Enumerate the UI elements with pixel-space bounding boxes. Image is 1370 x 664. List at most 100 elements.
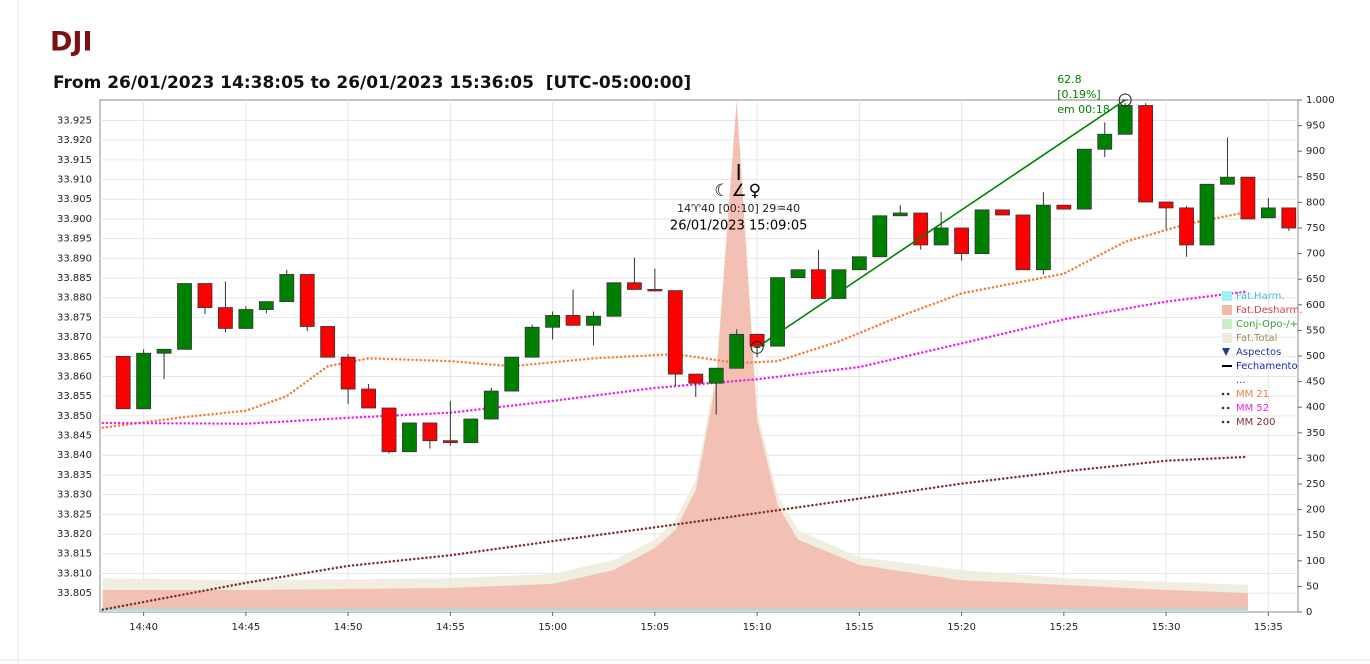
candle-body: [483, 390, 499, 420]
candle-body: [708, 367, 724, 384]
y-tick-label: 33.810: [57, 568, 92, 579]
y-tick-label: 33.915: [57, 155, 92, 166]
y2-tick-label: 150: [1306, 530, 1325, 541]
chart-subtitle: From 26/01/2023 14:38:05 to 26/01/2023 1…: [53, 73, 691, 93]
candle-body: [831, 269, 847, 299]
y-tick-label: 33.875: [57, 312, 92, 323]
candle-body: [1240, 176, 1256, 220]
trend-label: [0.19%]: [1057, 88, 1101, 101]
candle-body: [402, 422, 417, 453]
y2-tick-label: 300: [1306, 453, 1325, 464]
candle-body: [851, 256, 867, 271]
candle-body: [606, 282, 622, 317]
y2-tick-label: 350: [1306, 428, 1325, 439]
y-tick-label: 33.850: [57, 411, 92, 422]
y-tick-label: 33.835: [57, 470, 92, 481]
y-tick-label: 33.920: [57, 135, 92, 146]
trend-label: em 00:18: [1057, 103, 1110, 116]
candle-body: [933, 227, 949, 246]
y2-tick-label: 750: [1306, 223, 1325, 234]
legend-swatch: [1222, 305, 1232, 315]
y2-tick-label: 700: [1306, 249, 1325, 260]
candle-body: [749, 333, 765, 347]
legend-label: MM 52: [1236, 403, 1269, 414]
y2-tick-label: 950: [1306, 121, 1325, 132]
aspect-datetime: 26/01/2023 15:09:05: [670, 219, 807, 234]
candle-body: [892, 212, 908, 217]
candle-body: [1076, 148, 1092, 210]
y-tick-label: 33.805: [57, 588, 92, 599]
area: [102, 609, 1248, 612]
legend-swatch: [1222, 319, 1232, 329]
x-tick-label: 15:25: [1049, 622, 1078, 633]
y2-tick-label: 500: [1306, 351, 1325, 362]
x-tick-label: 15:10: [743, 622, 772, 633]
candle-body: [156, 348, 172, 354]
y-tick-label: 33.855: [57, 391, 92, 402]
candle-body: [136, 352, 152, 410]
x-tick-label: 14:45: [231, 622, 260, 633]
x-tick-label: 15:15: [845, 622, 874, 633]
x-tick-label: 15:00: [538, 622, 567, 633]
x-tick-label: 15:05: [640, 622, 669, 633]
candle-body: [1220, 176, 1235, 185]
y-tick-label: 33.900: [57, 214, 92, 225]
candle-body: [913, 212, 929, 246]
y2-tick-label: 400: [1306, 402, 1325, 413]
candle-body: [872, 215, 888, 258]
trend-point: [750, 340, 764, 354]
x-tick-label: 15:20: [947, 622, 976, 633]
moving-average: [101, 290, 1250, 425]
candle-body: [627, 282, 642, 290]
candle-body: [381, 407, 397, 453]
y-tick-label: 33.870: [57, 332, 92, 343]
candle-body: [1097, 133, 1113, 150]
candle-body: [1281, 207, 1297, 229]
candle-body: [565, 315, 581, 326]
candle-body: [1138, 105, 1154, 203]
y-tick-label: 33.880: [57, 293, 92, 304]
candle-body: [586, 315, 601, 326]
aspect-glyphs: ☾∠♀: [714, 181, 763, 201]
chart-title: DJI: [50, 27, 93, 58]
x-tick-label: 14:50: [334, 622, 363, 633]
y-tick-label: 33.845: [57, 431, 92, 442]
aspect-positions: 14♈40 [00:10] 29♒40: [677, 202, 800, 215]
y2-tick-label: 900: [1306, 146, 1325, 157]
legend-label: MM 21: [1236, 389, 1269, 400]
y-tick-label: 33.820: [57, 529, 92, 540]
legend-label: ...: [1236, 375, 1246, 386]
candle-body: [177, 283, 192, 350]
y-tick-label: 33.815: [57, 549, 92, 560]
trendline: [756, 99, 1126, 348]
candle-body: [688, 373, 704, 384]
candle-body: [1117, 105, 1133, 135]
candle-body: [790, 269, 806, 279]
candle-body: [1179, 207, 1194, 246]
candle-body: [320, 326, 336, 358]
y-tick-label: 33.860: [57, 371, 92, 382]
candle-body: [422, 422, 438, 442]
candle-body: [1015, 214, 1031, 271]
y2-tick-label: 0: [1306, 607, 1312, 618]
legend-label: Fat.Harm.: [1236, 291, 1285, 302]
legend-swatch: [1222, 291, 1232, 301]
trend-point: [1118, 93, 1132, 107]
candle-body: [647, 289, 663, 292]
legend-label: Fat.Desharm.: [1236, 305, 1302, 316]
candle-body: [218, 307, 233, 329]
y-tick-label: 33.890: [57, 253, 92, 264]
candle-body: [279, 274, 295, 303]
candle-body: [115, 355, 131, 410]
y-tick-label: 33.825: [57, 509, 92, 520]
y-tick-label: 33.885: [57, 273, 92, 284]
candle-body: [258, 301, 274, 310]
candle-body: [1036, 204, 1051, 271]
y2-tick-label: 200: [1306, 505, 1325, 516]
legend-label: MM 200: [1236, 417, 1276, 428]
y2-tick-label: 600: [1306, 300, 1325, 311]
y2-tick-label: 450: [1306, 377, 1325, 388]
trend-label: 62.8: [1057, 73, 1082, 86]
candle-body: [299, 274, 315, 327]
